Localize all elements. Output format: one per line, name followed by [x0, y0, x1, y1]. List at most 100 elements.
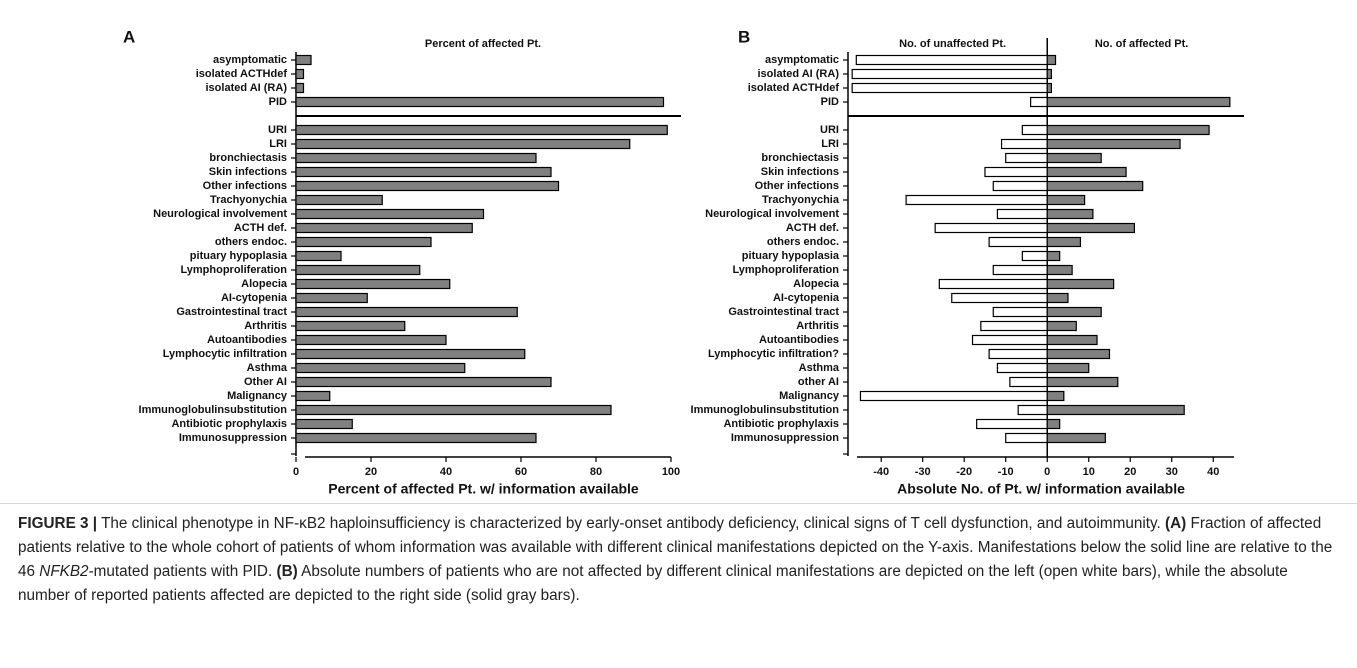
x-tick-label: -30 [915, 466, 931, 478]
bar [1046, 194, 1086, 206]
bar [295, 208, 485, 220]
category-label: PID [269, 96, 287, 108]
bar [1017, 404, 1048, 416]
category-label: URI [820, 124, 839, 136]
bar [295, 390, 331, 402]
category-label: asymptomatic [765, 54, 839, 66]
figure: asymptomatic isolated ACTHdef isolated AI … [118, 20, 1246, 500]
category-label: Malignancy [227, 390, 288, 402]
caption-text: Fraction of affected patients relative t… [18, 515, 1333, 580]
category-label: Lymphoproliferation [732, 264, 839, 276]
bar [1046, 124, 1210, 136]
bar [1046, 208, 1094, 220]
category-label: pituary hypoplasia [742, 250, 840, 262]
bar [1046, 236, 1082, 248]
bar [859, 390, 1048, 402]
bar [295, 376, 552, 388]
bar [1046, 306, 1102, 318]
category-label: LRI [269, 138, 287, 150]
category-label: Gastrointestinal tract [176, 306, 287, 318]
bar [934, 222, 1048, 234]
bar [1046, 418, 1061, 430]
bar [1046, 390, 1065, 402]
bar [295, 124, 668, 136]
bar [992, 306, 1048, 318]
category-label: Immunoglobulinsubstitution [139, 404, 288, 416]
category-label: Immunosuppression [179, 432, 287, 444]
category-label: Trachyonychia [762, 194, 840, 206]
bar [855, 54, 1048, 66]
divider [0, 503, 1357, 504]
category-label: URI [268, 124, 287, 136]
category-label: Other infections [203, 180, 287, 192]
bar [1046, 166, 1127, 178]
x-tick-label: -10 [998, 466, 1014, 478]
caption-text: Absolute numbers of patients who are not… [18, 563, 1288, 604]
bar [984, 166, 1048, 178]
category-label: Autoantibodies [759, 334, 839, 346]
bar [1046, 292, 1069, 304]
bar [295, 362, 466, 374]
caption: FIGURE 3 | The clinical phenotype in NF-… [18, 512, 1343, 608]
bar [988, 348, 1048, 360]
category-label: ACTH def. [234, 222, 287, 234]
category-label: Lymphoproliferation [180, 264, 287, 276]
bar [1046, 432, 1106, 444]
category-label: isolated AI (RA) [758, 68, 840, 80]
bar [1046, 180, 1144, 192]
bar [295, 82, 305, 94]
bar [980, 320, 1048, 332]
category-label: Autoantibodies [207, 334, 287, 346]
legend-label: No. of unaffected Pt. [899, 38, 1006, 50]
bar [295, 138, 631, 150]
bar [1046, 82, 1052, 94]
bar [996, 362, 1048, 374]
caption-gene: NFKB2 [39, 563, 89, 580]
caption-ref: (B) [276, 563, 298, 580]
category-label: Other infections [755, 180, 839, 192]
category-label: Alopecia [793, 278, 840, 290]
bar [295, 194, 383, 206]
bar [1046, 250, 1061, 262]
category-label: Arthritis [796, 320, 839, 332]
bar [295, 348, 526, 360]
bar [295, 152, 537, 164]
bar [1009, 376, 1048, 388]
category-label: Asthma [247, 362, 288, 374]
category-label: AI-cytopenia [773, 292, 840, 304]
bar [1046, 362, 1090, 374]
category-label: others endoc. [767, 236, 839, 248]
category-label: Neurological involvement [153, 208, 287, 220]
bar [295, 292, 368, 304]
bar [1046, 222, 1135, 234]
bar [295, 250, 342, 262]
category-label: pituary hypoplasia [190, 250, 288, 262]
x-tick-label: 20 [365, 466, 377, 478]
bar [1046, 54, 1057, 66]
category-label: Antibiotic prophylaxis [723, 418, 839, 430]
category-label: Arthritis [244, 320, 287, 332]
category-label: PID [821, 96, 839, 108]
category-label: other AI [798, 376, 839, 388]
figure-panel [118, 20, 1246, 500]
x-tick-label: -40 [873, 466, 889, 478]
bar [1046, 320, 1077, 332]
bar [295, 96, 665, 108]
bar [295, 222, 473, 234]
category-label: Antibiotic prophylaxis [171, 418, 287, 430]
category-label: asymptomatic [213, 54, 287, 66]
category-label: Skin infections [209, 166, 287, 178]
bar [1021, 124, 1048, 136]
bar [851, 68, 1048, 80]
caption-text: -mutated patients with PID. [88, 563, 273, 580]
category-label: Lymphocytic infiltration? [708, 348, 839, 360]
category-label: isolated ACTHdef [196, 68, 288, 80]
x-tick-label: 20 [1124, 466, 1136, 478]
bar [295, 236, 432, 248]
bar [1046, 152, 1102, 164]
bar [295, 404, 612, 416]
category-label: others endoc. [215, 236, 287, 248]
bar [1021, 250, 1048, 262]
x-axis-label: Absolute No. of Pt. w/ information avail… [897, 481, 1185, 497]
bar [1046, 264, 1073, 276]
